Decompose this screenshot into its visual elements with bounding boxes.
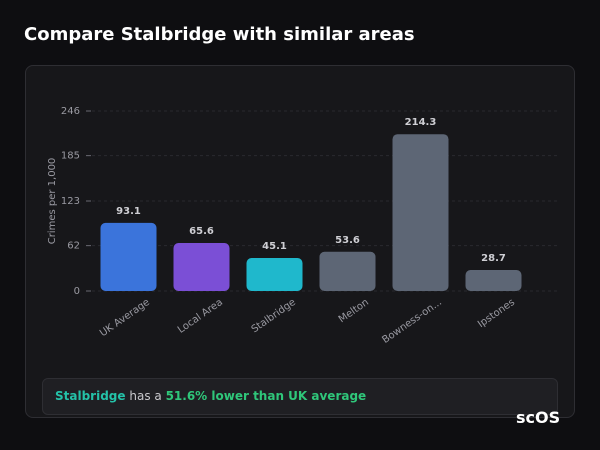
value-label: 45.1 xyxy=(262,241,287,252)
page-title: Compare Stalbridge with similar areas xyxy=(24,24,415,45)
x-tick-label: Ipstones xyxy=(476,297,517,330)
summary: Stalbridge has a 51.6% lower than UK ave… xyxy=(42,378,558,415)
x-tick-label: Bowness-on... xyxy=(380,297,444,346)
y-tick-label: 246 xyxy=(61,106,80,117)
y-axis-label: Crimes per 1,000 xyxy=(47,158,58,245)
summary-area: Stalbridge xyxy=(55,389,126,403)
y-tick-label: 0 xyxy=(74,286,80,297)
value-label: 93.1 xyxy=(116,206,141,217)
value-label: 214.3 xyxy=(405,117,437,128)
summary-highlight: 51.6% lower than UK average xyxy=(165,389,367,403)
bar xyxy=(319,251,376,291)
x-tick-label: Melton xyxy=(337,297,371,325)
bar xyxy=(100,222,157,291)
value-label: 28.7 xyxy=(481,253,506,264)
bar xyxy=(465,270,522,291)
y-tick-label: 123 xyxy=(61,196,80,207)
y-tick-label: 62 xyxy=(67,241,80,252)
bar xyxy=(246,258,303,291)
x-tick-label: Stalbridge xyxy=(250,297,298,335)
y-tick-label: 185 xyxy=(61,151,80,162)
bar xyxy=(173,243,230,291)
value-label: 53.6 xyxy=(335,235,360,246)
value-label: 65.6 xyxy=(189,226,214,237)
x-tick-label: Local Area xyxy=(176,297,225,336)
brand-logo: scOS xyxy=(516,408,561,427)
bar xyxy=(392,134,449,291)
x-tick-label: UK Average xyxy=(98,297,152,339)
summary-text: has a xyxy=(129,389,162,403)
